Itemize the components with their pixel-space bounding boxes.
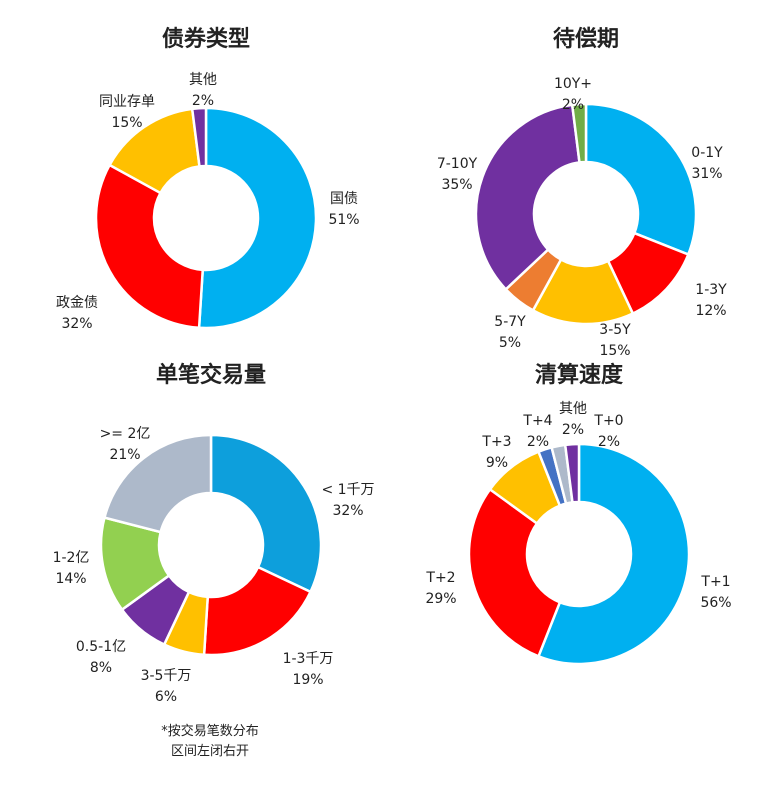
slice-percent-label: 29% bbox=[425, 591, 456, 607]
slice-label: 同业存单 bbox=[99, 94, 155, 110]
slice-label: 1-2亿 bbox=[53, 550, 90, 566]
donut-slice-item-3 bbox=[190, 106, 208, 168]
slice-label: 3-5Y bbox=[599, 322, 631, 338]
slice-label: 其他 bbox=[189, 72, 217, 88]
donut-chart-3: 单笔交易量 < 1千万 32% 1-3千万 19% 3-5千万 6% 0.5-1亿 8% 1-2亿… bbox=[53, 362, 375, 705]
slice-percent-label: 2% bbox=[527, 434, 549, 450]
slice-percent-label: 31% bbox=[691, 166, 722, 182]
slice-percent-label: 5% bbox=[499, 335, 521, 351]
donut-slice-t-0 bbox=[563, 442, 581, 504]
slice-percent-label: 6% bbox=[155, 689, 177, 705]
slice-label: T+1 bbox=[700, 574, 730, 590]
slice-label: 7-10Y bbox=[437, 156, 478, 172]
slice-label: T+0 bbox=[593, 413, 623, 429]
slice-label: 3-5千万 bbox=[141, 668, 192, 684]
slice-label: 其他 bbox=[559, 401, 587, 417]
donut-slice-item-1 bbox=[94, 163, 205, 330]
slice-label: T+4 bbox=[522, 413, 552, 429]
footnote-line-2: 区间左闭右开 bbox=[170, 744, 249, 759]
slice-label: 0-1Y bbox=[691, 145, 723, 161]
footnote: *按交易笔数分布 区间左闭右开 bbox=[100, 722, 320, 762]
slice-percent-label: 51% bbox=[328, 212, 359, 228]
slice-percent-label: 8% bbox=[90, 660, 112, 676]
slice-percent-label: 2% bbox=[598, 434, 620, 450]
slice-percent-label: 19% bbox=[292, 672, 323, 688]
slice-percent-label: 15% bbox=[111, 115, 142, 131]
slice-percent-label: 2% bbox=[562, 422, 584, 438]
donut-slice-t-1 bbox=[536, 442, 691, 666]
slice-percent-label: 12% bbox=[695, 303, 726, 319]
slice-label: 10Y+ bbox=[554, 76, 592, 92]
slice-percent-label: 15% bbox=[599, 343, 630, 359]
donut-slice-1 bbox=[209, 433, 323, 594]
slice-label: T+3 bbox=[481, 434, 511, 450]
donut-chart-4: 清算速度 T+1 56% T+2 29% T+3 9% T+4 2% 其他 2% T+0 2% bbox=[425, 362, 732, 666]
donut-slice-t-2 bbox=[467, 487, 562, 658]
slice-percent-label: 21% bbox=[109, 447, 140, 463]
chart-title: 待偿期 bbox=[553, 26, 619, 52]
slice-label: 1-3千万 bbox=[283, 651, 334, 667]
slice-label: 1-3Y bbox=[695, 282, 727, 298]
slice-percent-label: 32% bbox=[332, 503, 363, 519]
slice-percent-label: 14% bbox=[55, 571, 86, 587]
slice-percent-label: 9% bbox=[486, 455, 508, 471]
slice-label: 政金债 bbox=[56, 295, 98, 311]
slice-percent-label: 2% bbox=[562, 97, 584, 113]
slice-label: >= 2亿 bbox=[100, 426, 151, 442]
donut-slice-7-10y bbox=[474, 103, 581, 292]
slice-percent-label: 56% bbox=[700, 595, 731, 611]
slice-label: 5-7Y bbox=[494, 314, 526, 330]
slice-label: < 1千万 bbox=[321, 482, 374, 498]
donut-slice-2 bbox=[102, 433, 213, 534]
donut-slice-10y bbox=[570, 102, 588, 164]
chart-title: 债券类型 bbox=[162, 26, 250, 52]
donut-chart-2: 待偿期 0-1Y 31% 1-3Y 12% 3-5Y 15% 5-7Y 5% 7-10Y 35% 10… bbox=[437, 26, 727, 359]
slice-percent-label: 35% bbox=[441, 177, 472, 193]
slice-percent-label: 2% bbox=[192, 93, 214, 109]
donut-slice-item-0 bbox=[197, 106, 318, 330]
footnote-line-1: *按交易笔数分布 bbox=[161, 724, 259, 739]
slice-label: 国债 bbox=[330, 191, 358, 207]
slice-label: 0.5-1亿 bbox=[76, 639, 126, 655]
slice-percent-label: 32% bbox=[61, 316, 92, 332]
slice-label: T+2 bbox=[425, 570, 455, 586]
chart-title: 单笔交易量 bbox=[156, 362, 266, 388]
donut-slice-1-3 bbox=[202, 565, 313, 657]
chart-title: 清算速度 bbox=[535, 362, 624, 388]
donut-slice-0-1y bbox=[584, 102, 698, 257]
